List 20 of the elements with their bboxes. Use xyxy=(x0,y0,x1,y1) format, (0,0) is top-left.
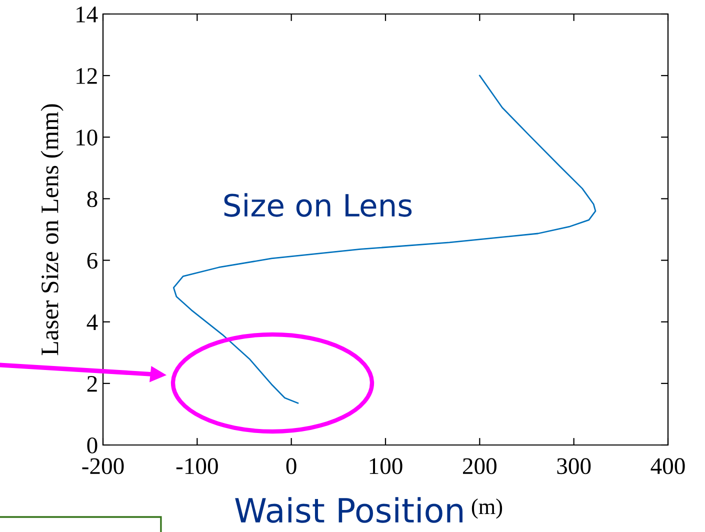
y-tick-label: 2 xyxy=(87,376,97,392)
x-tick-label: -200 xyxy=(82,458,124,474)
x-axis-title: Waist Position xyxy=(235,497,462,523)
y-axis-title: Laser Size on Lens (mm) xyxy=(40,104,64,356)
text: (m) xyxy=(472,498,502,519)
y-tick-label: 10 xyxy=(76,130,98,146)
x-tick-label: -100 xyxy=(176,458,218,474)
y-tick-label: 4 xyxy=(86,314,98,330)
y-tick-label: 12 xyxy=(76,68,97,84)
annotation: Size on Lens xyxy=(224,193,412,217)
x-tick-label: 200 xyxy=(462,458,496,474)
y-tick-label: 8 xyxy=(87,191,98,208)
y-tick-label: 14 xyxy=(76,6,98,22)
x-tick-label: 400 xyxy=(650,458,685,474)
x-tick-label: 300 xyxy=(557,458,591,474)
y-tick-label: 6 xyxy=(87,252,98,269)
line-series xyxy=(172,74,596,404)
x-tick-label: 0 xyxy=(286,458,296,474)
x-tick-label: 100 xyxy=(370,458,402,474)
y-tick-label: 0 xyxy=(87,437,98,454)
